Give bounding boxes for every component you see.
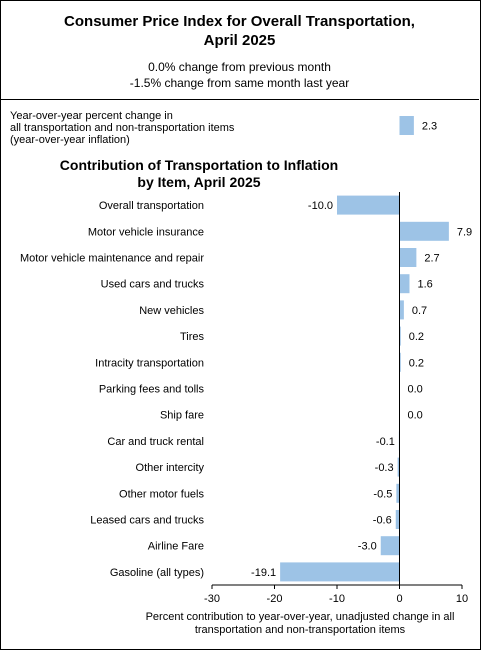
data-label: -0.6: [373, 515, 392, 527]
category-label: Ship fare: [160, 410, 204, 422]
yoy-bar: [399, 116, 414, 135]
category-label: Used cars and trucks: [101, 279, 205, 291]
x-tick-label: -30: [204, 593, 220, 605]
yoy-value-label: 2.3: [422, 121, 437, 133]
data-label: 0.0: [408, 384, 423, 396]
data-label: 0.7: [412, 305, 427, 317]
category-label: Car and truck rental: [107, 436, 204, 448]
category-label: Motor vehicle maintenance and repair: [20, 253, 204, 265]
data-label: -3.0: [358, 541, 377, 553]
bar: [395, 510, 400, 529]
bar: [396, 483, 400, 503]
yoy-label-line1: Year-over-year percent change in: [10, 110, 173, 122]
bar: [399, 352, 401, 372]
category-label: Other intercity: [136, 462, 205, 474]
category-label: Leased cars and trucks: [90, 515, 204, 527]
category-label: Tires: [180, 331, 205, 343]
x-tick-label: 10: [456, 593, 468, 605]
x-tick-label: -20: [267, 593, 283, 605]
data-label: -0.5: [373, 488, 392, 500]
x-axis-label-line2: transportation and non-transportation it…: [194, 624, 406, 636]
x-tick-label: 0: [396, 593, 402, 605]
yoy-label-line2: all transportation and non-transportatio…: [10, 122, 235, 134]
contribution-title-line2: by Item, April 2025: [137, 174, 261, 190]
category-label: New vehicles: [139, 305, 204, 317]
category-label: Motor vehicle insurance: [88, 226, 204, 238]
category-label: Other motor fuels: [119, 488, 204, 500]
bar: [399, 274, 410, 294]
category-label: Parking fees and tolls: [99, 384, 205, 396]
data-label: 2.7: [424, 253, 439, 265]
bar: [399, 221, 449, 241]
bar: [399, 326, 401, 346]
data-label: 0.2: [409, 357, 424, 369]
bar: [399, 248, 417, 267]
x-tick-label: -10: [329, 593, 345, 605]
data-label: -0.3: [375, 462, 394, 474]
data-label: 1.6: [418, 279, 433, 291]
header-divider: [0, 99, 479, 100]
data-label: -19.1: [251, 567, 276, 579]
yearly-change-text: -1.5% change from same month last year: [129, 76, 350, 90]
bar: [280, 562, 400, 582]
data-label: -10.0: [308, 200, 333, 212]
data-label: 7.9: [457, 226, 472, 238]
contribution-title-line1: Contribution of Transportation to Inflat…: [59, 157, 339, 173]
chart-title-line1: Consumer Price Index for Overall Transpo…: [64, 13, 415, 30]
yoy-label-line3: (year-over-year inflation): [10, 134, 130, 146]
bar: [399, 300, 404, 320]
category-label: Gasoline (all types): [110, 567, 204, 579]
category-label: Overall transportation: [99, 200, 204, 212]
bar: [380, 536, 400, 556]
bar: [397, 457, 400, 477]
x-axis-label-line1: Percent contribution to year-over-year, …: [145, 611, 455, 623]
data-label: 0.2: [409, 331, 424, 343]
data-label: 0.0: [408, 410, 423, 422]
category-label: Airline Fare: [148, 541, 204, 553]
bar: [337, 195, 400, 215]
data-label: -0.1: [376, 436, 395, 448]
chart-title-line2: April 2025: [203, 32, 276, 49]
monthly-change-text: 0.0% change from previous month: [148, 60, 331, 74]
category-label: Intracity transportation: [95, 357, 204, 369]
